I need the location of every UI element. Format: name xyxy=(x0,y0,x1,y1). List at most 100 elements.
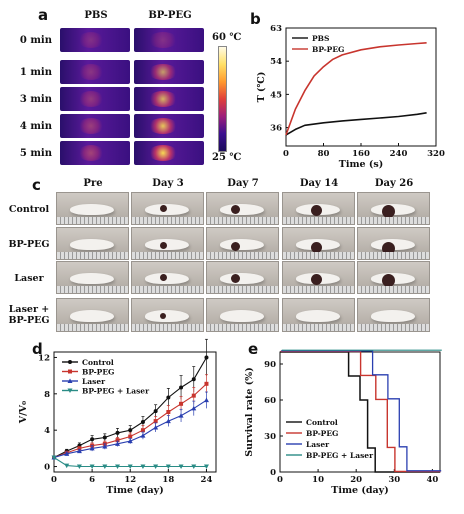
x-tick-label: 0 xyxy=(51,475,57,485)
tumor xyxy=(160,242,167,249)
thermal-image xyxy=(60,28,130,52)
photo-column-header: Pre xyxy=(83,178,103,189)
data-point xyxy=(64,451,70,456)
ruler xyxy=(132,286,203,293)
legend-label: BP-PEG xyxy=(82,368,114,377)
ruler xyxy=(57,324,128,331)
legend-label: Laser xyxy=(306,440,330,449)
thermal-hotspot xyxy=(78,91,104,107)
mouse-photo xyxy=(357,192,430,225)
data-point xyxy=(67,378,73,383)
y-axis-label: T (℃) xyxy=(256,72,267,103)
thermal-image xyxy=(60,60,130,84)
ruler xyxy=(358,252,429,259)
thermal-time-label: 4 min xyxy=(19,121,52,132)
data-point xyxy=(191,393,196,398)
data-point xyxy=(153,424,159,430)
tumor xyxy=(231,205,240,214)
x-tick-label: 18 xyxy=(162,475,174,485)
y-tick-label: 0 xyxy=(44,463,50,473)
photo-column-header: Day 3 xyxy=(152,178,184,189)
tumor xyxy=(382,205,395,218)
ruler xyxy=(283,252,354,259)
data-point xyxy=(178,413,184,418)
thermal-time-label: 3 min xyxy=(19,94,52,105)
y-tick-label: 90 xyxy=(264,360,276,370)
thermal-image xyxy=(134,114,204,138)
thermal-hotspot xyxy=(78,32,104,48)
thermal-hotspot xyxy=(148,91,178,107)
mouse-photo xyxy=(282,227,355,260)
legend-label: BP-PEG + Laser xyxy=(82,387,150,396)
thermal-image xyxy=(134,60,204,84)
photo-column-header: Day 26 xyxy=(374,178,414,189)
ruler xyxy=(283,217,354,224)
data-point xyxy=(76,464,82,470)
panel-letter-c: c xyxy=(32,176,41,194)
mouse xyxy=(219,238,264,251)
panel-letter-e: e xyxy=(248,340,259,358)
photo-row-label: Laser + BP-PEG xyxy=(8,304,50,326)
data-point xyxy=(140,428,145,433)
data-point xyxy=(165,418,171,424)
thermal-time-label: 5 min xyxy=(19,148,52,159)
mouse-photo xyxy=(357,261,430,294)
x-tick-label: 12 xyxy=(124,475,136,485)
data-point xyxy=(191,377,196,382)
legend-label: PBS xyxy=(312,34,329,43)
legend-label: Control xyxy=(306,418,338,427)
plot-frame xyxy=(285,27,437,147)
data-point xyxy=(51,455,57,460)
mouse-photo xyxy=(206,192,279,225)
data-point xyxy=(204,381,209,386)
ruler xyxy=(57,217,128,224)
data-point xyxy=(153,464,159,470)
legend-label: Laser xyxy=(82,377,106,386)
tumor xyxy=(311,274,322,285)
x-tick-label: 6 xyxy=(89,475,95,485)
data-point xyxy=(140,433,146,438)
survival-rate-chart: 0 10 20 30 40 0 30 60 90 Time (day) Survival rate … xyxy=(244,349,442,496)
data-point xyxy=(128,428,133,433)
x-axis-label: Time (s) xyxy=(339,159,383,170)
x-tick-label: 80 xyxy=(318,149,330,159)
y-tick-label: 63 xyxy=(270,24,282,34)
survival-curve xyxy=(280,351,440,473)
temperature-colorbar xyxy=(218,46,227,152)
data-point xyxy=(77,446,82,451)
x-tick-label: 30 xyxy=(388,475,400,485)
mouse xyxy=(219,272,264,285)
data-point xyxy=(90,437,95,442)
thermal-image xyxy=(60,87,130,111)
temperature-chart: 0 80 160 240 320 36 45 54 63 Time (s) T (℃) PBS BP-P… xyxy=(256,24,445,170)
y-tick-label: 4 xyxy=(44,426,50,436)
thermal-column-header: BP-PEG xyxy=(148,10,192,21)
ruler xyxy=(57,286,128,293)
survival-curve xyxy=(280,350,441,473)
x-tick-label: 0 xyxy=(283,149,289,159)
mouse-photo xyxy=(282,261,355,294)
y-tick-label: 45 xyxy=(270,90,282,100)
data-point xyxy=(191,405,197,411)
photo-row-label: Control xyxy=(8,204,50,215)
y-axis-label: V/V₀ xyxy=(18,401,29,424)
data-point xyxy=(67,388,73,393)
data-point xyxy=(165,464,171,470)
thermal-hotspot xyxy=(78,118,104,134)
ruler xyxy=(207,217,278,224)
mouse-photo xyxy=(56,298,129,332)
mouse-photo xyxy=(56,227,129,260)
data-point xyxy=(68,360,72,364)
photo-column-header: Day 14 xyxy=(299,178,339,189)
data-point xyxy=(115,430,120,435)
x-axis-label: Time (day) xyxy=(331,485,388,496)
mouse xyxy=(69,203,114,216)
tumor xyxy=(311,205,322,216)
data-point xyxy=(204,355,209,360)
x-axis-label: Time (day) xyxy=(106,485,163,496)
tumor xyxy=(160,274,167,281)
x-tick-label: 24 xyxy=(201,475,213,485)
legend-label: Control xyxy=(82,358,114,367)
data-point xyxy=(153,419,158,424)
ruler xyxy=(132,324,203,331)
